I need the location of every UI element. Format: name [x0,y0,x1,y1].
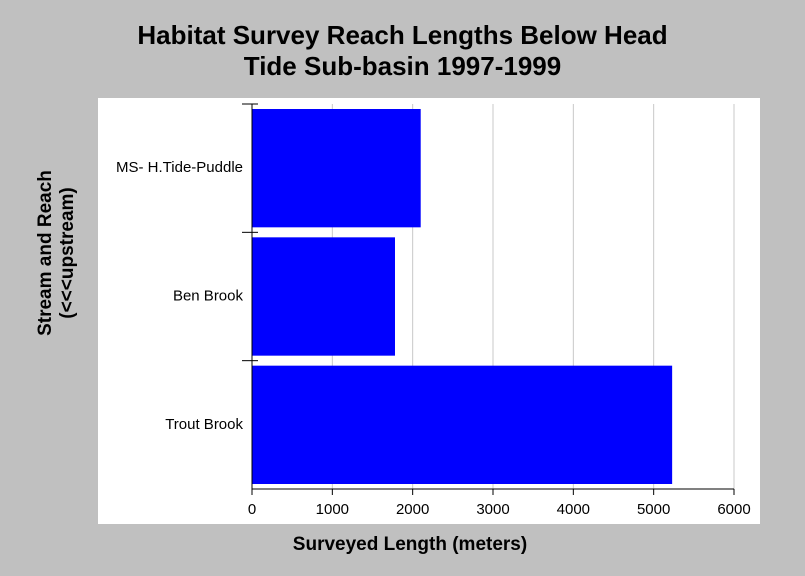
chart-title-line-2: Tide Sub-basin 1997-1999 [243,51,562,81]
y-tick-label-0: MS- H.Tide-Puddle [116,159,243,176]
y-tick-label-1: Ben Brook [173,287,244,304]
bar-2 [252,365,673,484]
x-tick-label-2000: 2000 [396,501,429,518]
x-tick-label-3000: 3000 [476,501,509,518]
x-tick-label-5000: 5000 [637,501,670,518]
x-tick-label-6000: 6000 [717,501,750,518]
chart-title: Habitat Survey Reach Lengths Below Head … [0,20,805,82]
x-axis-label: Surveyed Length (meters) [292,534,528,555]
bar-1 [252,237,395,356]
y-axis-label-line-2: (<<<upstream) [57,187,78,319]
bar-0 [252,109,421,228]
y-axis-label-line-1: Stream and Reach [35,170,56,336]
chart-title-line-1: Habitat Survey Reach Lengths Below Head [137,20,668,50]
x-tick-label-0: 0 [248,501,256,518]
x-tick-label-1000: 1000 [316,501,349,518]
y-tick-label-2: Trout Brook [165,416,243,433]
x-tick-label-4000: 4000 [557,501,590,518]
